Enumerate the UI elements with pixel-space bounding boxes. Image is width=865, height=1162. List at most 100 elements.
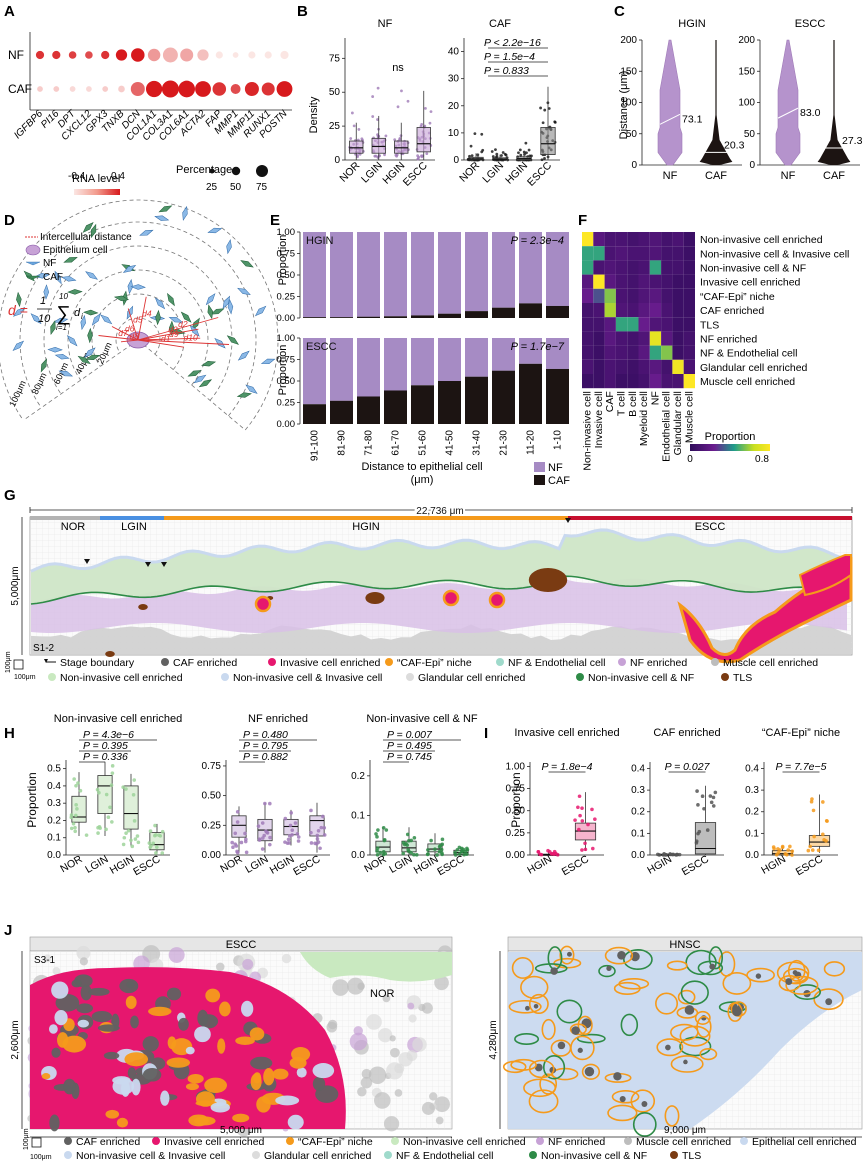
legend-swatch [391, 1137, 399, 1145]
caf-patch [641, 1101, 648, 1107]
heatmap-cell [582, 260, 594, 275]
bar-nf [465, 232, 488, 312]
data-point [786, 848, 790, 852]
y-tick-label: 0.50 [277, 376, 296, 387]
heatmap-cell [604, 359, 616, 374]
distance-label: d8 [130, 331, 140, 341]
g-sample-id: S1-2 [33, 643, 55, 654]
niche-patch [187, 1073, 204, 1084]
tissue-patch [390, 1047, 400, 1058]
p-value: P = 0.480 [243, 729, 288, 741]
heatmap-cell [593, 232, 605, 247]
heatmap-cell [649, 317, 662, 332]
data-point [381, 852, 386, 857]
legend-label: “CAF-Epi” niche [397, 657, 472, 669]
row-label-nf: NF [8, 48, 24, 62]
y-tick-label: 40 [448, 47, 460, 58]
data-point [104, 792, 109, 797]
niche-patch [148, 1006, 172, 1017]
plot-title: Non-invasive cell & NF [366, 713, 478, 725]
data-point [375, 849, 379, 853]
caf-patch [684, 1005, 695, 1015]
caf-patch [525, 1005, 530, 1011]
legend-label: Epithelial cell enriched [752, 1136, 857, 1148]
heatmap-row-label: Non-invasive cell enriched [700, 234, 823, 246]
dot-caf-runx1 [261, 82, 275, 96]
formula-lhs: d = [8, 302, 28, 318]
data-point [155, 845, 159, 849]
pct-dot-75 [256, 165, 268, 177]
data-point [136, 840, 141, 845]
heatmap-cell [661, 331, 673, 346]
legend-label: Glandular cell enriched [264, 1150, 372, 1162]
data-point [590, 807, 594, 812]
tissue-patch [368, 1066, 387, 1084]
ring-label: 100μm [7, 379, 28, 408]
data-point [580, 806, 584, 810]
heatmap-cell [593, 303, 605, 318]
g-stage-escc: ESCC [695, 521, 726, 533]
distance-label: d6 [125, 323, 135, 333]
legend-label: NF enriched [548, 1136, 605, 1148]
j-right-width: 9,000 μm [664, 1125, 706, 1136]
g-stage-lgin: LGIN [121, 521, 147, 533]
data-point [244, 837, 248, 842]
bar-nf [438, 338, 461, 381]
dot-caf-col1a1 [145, 80, 163, 98]
y-tick-label: 0.0 [351, 850, 365, 861]
data-point [121, 842, 126, 847]
x-tick-label: NOR [58, 853, 85, 875]
y-tick-label: 0.50 [277, 270, 296, 281]
data-point [810, 797, 814, 801]
data-point [705, 828, 710, 832]
data-point [518, 148, 522, 152]
tissue-patch [79, 957, 88, 966]
heatmap-col-label: Endothelial cell [661, 391, 673, 462]
tissue-patch [347, 977, 365, 995]
niche-patch [91, 1011, 113, 1023]
c-title: ESCC [795, 18, 826, 30]
data-point [104, 827, 108, 832]
data-point [811, 808, 816, 813]
tissue-patch [361, 1068, 372, 1079]
heatmap-row-label: NF & Endothelial cell [700, 348, 797, 360]
scale-box-label-h: 100μm [30, 1154, 52, 1161]
data-point [124, 831, 128, 835]
niche-patch [116, 1117, 129, 1128]
bar-nf [411, 338, 434, 386]
niche-patch [120, 1080, 130, 1097]
niche-ring [782, 967, 809, 985]
legend-swatch [711, 658, 719, 666]
e-xlabel-unit: (μm) [411, 474, 434, 486]
data-point [694, 841, 699, 845]
y-tick-label: 0.3 [745, 785, 759, 796]
tissue-patch [360, 1076, 373, 1089]
dot-nf-mmp11 [248, 51, 256, 59]
heatmap-cell [638, 331, 650, 346]
panel-label-c: C [614, 3, 625, 20]
data-point [98, 826, 102, 830]
data-point [517, 151, 520, 155]
heatmap-cell [661, 274, 673, 289]
niche-patch [103, 1051, 120, 1060]
niche-ring [577, 1015, 593, 1036]
legend-label: TLS [733, 672, 752, 684]
y-tick-label: 0 [334, 155, 340, 166]
svg-text:10: 10 [59, 292, 68, 301]
caf-patch [606, 965, 612, 971]
data-point [525, 151, 528, 155]
legend-swatch [64, 1151, 72, 1159]
data-point [72, 777, 76, 781]
tls-region [105, 651, 115, 657]
data-point [349, 137, 353, 140]
niche-ring [539, 1073, 558, 1095]
nf-cell [226, 239, 232, 255]
data-point [821, 832, 825, 837]
heatmap-cell [661, 345, 673, 360]
data-point [110, 820, 114, 824]
dot-caf-cxcl12 [86, 86, 92, 92]
bar-caf [519, 303, 542, 318]
data-point [583, 841, 587, 846]
y-tick-label: 0.75 [202, 761, 222, 772]
data-point [433, 847, 437, 851]
